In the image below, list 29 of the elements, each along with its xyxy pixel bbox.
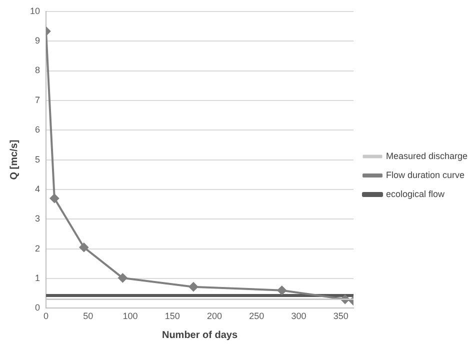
x-tick-label: 150 [164, 311, 180, 322]
x-tick-label: 50 [83, 311, 94, 322]
legend-label: ecological flow [386, 188, 446, 199]
y-tick-label: 6 [34, 124, 40, 135]
legend-label: Flow duration curve [386, 170, 465, 180]
y-tick-label: 4 [34, 184, 40, 194]
point [50, 194, 59, 203]
point [118, 273, 128, 282]
y-tick-label: 5 [34, 154, 40, 164]
y-tick-label: 3 [34, 214, 40, 224]
y-tick-label: 1 [34, 273, 40, 284]
y-tick-label: 9 [34, 36, 40, 46]
x-tick-label: 100 [122, 311, 138, 322]
y-tick-label: 10 [30, 6, 40, 16]
x-tick-label: 350 [333, 311, 348, 322]
point [277, 286, 286, 295]
x-axis-title: Number of days [162, 330, 238, 341]
y-axis-title: Q [mc/s] [8, 140, 20, 180]
point [188, 282, 198, 292]
y-tick-label: 8 [34, 65, 40, 76]
x-tick-label: 0 [44, 311, 49, 322]
y-tick-label: 7 [34, 94, 40, 105]
point [79, 242, 88, 252]
y-tick-label: 0 [34, 302, 40, 313]
x-tick-label: 250 [249, 311, 264, 322]
x-tick-label: 300 [291, 311, 306, 322]
legend-label: Measured discharge [386, 150, 468, 161]
x-tick-label: 200 [206, 311, 222, 322]
y-tick-label: 2 [34, 243, 40, 254]
